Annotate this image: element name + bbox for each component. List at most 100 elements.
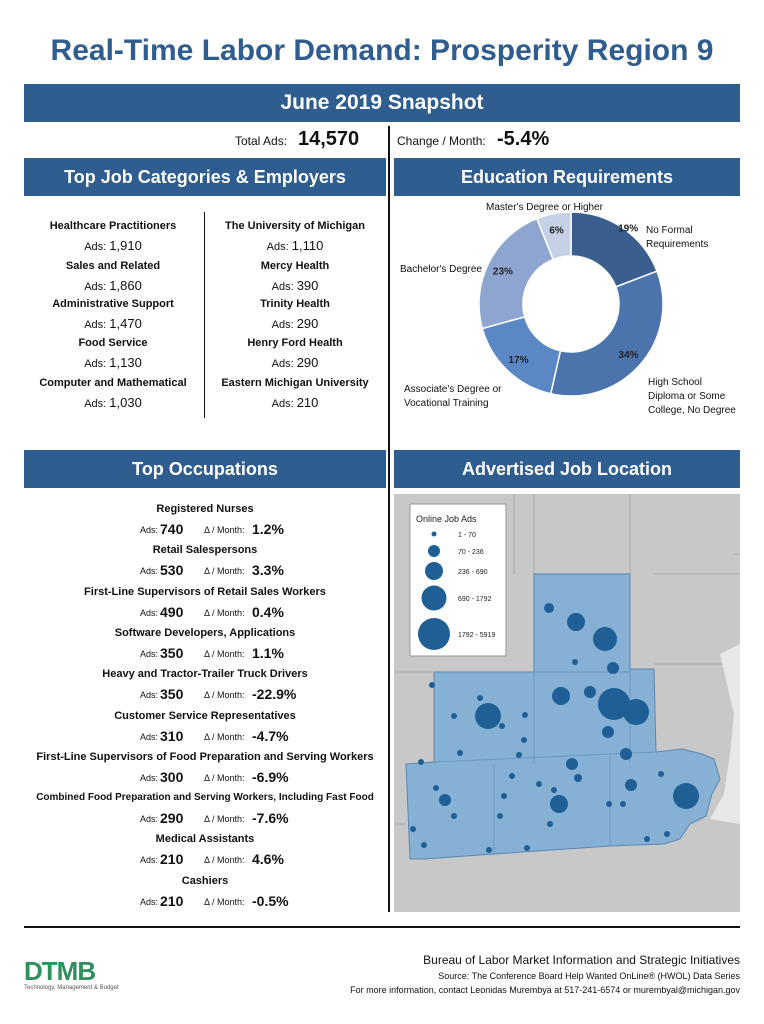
occupation-ads-value: 490	[160, 603, 184, 620]
snapshot-banner: June 2019 Snapshot	[24, 84, 740, 122]
category-divider	[204, 212, 205, 418]
job-ad-dot	[418, 759, 424, 765]
occupation-delta-label: Δ / Month:	[204, 566, 245, 577]
legend-range-label: 1 - 70	[458, 532, 476, 539]
occupation-ads-label: Ads:	[140, 896, 159, 907]
occupation-ads-value: 530	[160, 562, 184, 579]
donut-pct-label: 17%	[509, 355, 529, 366]
occupation-stats: Ads: 350 Δ / Month: 1.1%	[24, 644, 386, 664]
occupation-stats: Ads: 300 Δ / Month: -6.9%	[24, 768, 386, 788]
job-ad-dot	[429, 682, 435, 688]
job-ad-dot	[567, 613, 585, 631]
job-ad-dot	[620, 801, 626, 807]
occupation-delta-value: 1.1%	[252, 644, 284, 661]
job-ad-dot	[598, 688, 630, 720]
employer-name: Eastern Michigan University	[221, 377, 369, 389]
job-ad-dot	[516, 752, 522, 758]
occupation-ads-label: Ads:	[140, 525, 159, 535]
occupation-delta-value: 1.2%	[252, 521, 284, 537]
column-divider	[388, 126, 390, 912]
job-ad-dot	[439, 794, 451, 806]
category-ads: Ads: 1,910	[84, 238, 142, 253]
job-ad-dot	[658, 771, 664, 777]
occupation-delta-value: -7.6%	[252, 810, 289, 827]
job-ad-dot	[593, 627, 617, 651]
occupation-delta-label: Δ / Month:	[204, 896, 245, 907]
section-top-jobs: Top Job Categories & Employers	[24, 158, 386, 196]
occupation-ads-label: Ads:	[140, 772, 159, 783]
footer-source: Source: The Conference Board Help Wanted…	[438, 971, 740, 981]
job-ad-dot	[673, 783, 699, 809]
job-ad-dot	[477, 695, 483, 701]
category-name: Healthcare Practitioners	[49, 220, 177, 232]
occupation-name: First-Line Supervisors of Retail Sales W…	[84, 585, 326, 598]
total-ads-value: 14,570	[298, 128, 360, 150]
donut-pct-label: 23%	[493, 266, 513, 277]
occupation-ads-value: 310	[160, 727, 184, 744]
edu-label-masters: Master's Degree or Higher	[486, 202, 603, 213]
job-ad-dot	[509, 773, 515, 779]
legend-dot	[425, 562, 443, 580]
job-ad-dots	[410, 603, 699, 853]
edu-label-no-formal: No Formal Requirements	[646, 225, 709, 250]
occupation-delta-value: 3.3%	[252, 562, 284, 579]
edu-label-bachelors: Bachelor's Degree	[400, 264, 482, 275]
occupation-delta-value: -0.5%	[252, 892, 289, 909]
job-ad-dot	[664, 831, 670, 837]
occupation-stats: Ads: 350 Δ / Month: -22.9%	[24, 685, 386, 705]
occupation-delta-label: Δ / Month:	[204, 772, 245, 783]
occupation-delta-label: Δ / Month:	[204, 607, 245, 618]
region-area	[405, 573, 721, 860]
job-ad-dot	[550, 795, 568, 813]
occupation-delta-label: Δ / Month:	[204, 525, 245, 535]
job-ad-dot	[620, 748, 632, 760]
job-ad-dot	[602, 726, 614, 738]
occupation-ads-value: 300	[160, 768, 184, 785]
job-ad-dot	[457, 750, 463, 756]
occupation-name: Cashiers	[181, 874, 229, 887]
occupation-stats: Ads: 490 Δ / Month: 0.4%	[24, 603, 386, 623]
job-ad-dot	[421, 842, 427, 848]
employer-ads: Ads: 210	[271, 395, 319, 410]
occupation-stats: Ads: 210 Δ / Month: 4.6%	[24, 850, 386, 870]
occupation-stats: Ads: 210 Δ / Month: -0.5%	[24, 892, 386, 912]
donut-pct-label: 6%	[549, 225, 564, 236]
occupation-ads-label: Ads:	[140, 566, 159, 577]
occupation-delta-label: Δ / Month:	[204, 690, 245, 701]
change-value: -5.4%	[497, 128, 550, 150]
slice-masters	[535, 211, 572, 261]
employer-ads: Ads: 290	[271, 316, 319, 331]
job-ad-dot	[451, 813, 457, 819]
job-ad-dot	[623, 699, 649, 725]
category-ads: Ads: 1,130	[84, 355, 142, 370]
employer-name: The University of Michigan	[225, 220, 365, 232]
occupation-stats: Ads: 290 Δ / Month: -7.6%	[24, 809, 386, 829]
category-name: Administrative Support	[52, 298, 174, 310]
job-ad-dot	[475, 703, 501, 729]
category-ads: Ads: 1,470	[84, 316, 142, 331]
occupation-ads-label: Ads:	[140, 607, 159, 618]
job-ad-dot	[547, 821, 553, 827]
edu-label-associates: Associate's Degree or Vocational Trainin…	[404, 384, 502, 409]
occupation-name: Heavy and Tractor-Trailer Truck Drivers	[102, 668, 308, 681]
dtmb-logo: DTMB Technology, Management & Budget	[24, 956, 124, 991]
occupation-delta-label: Δ / Month:	[204, 814, 245, 825]
occupation-delta-value: 0.4%	[252, 603, 284, 620]
occupation-ads-label: Ads:	[140, 690, 159, 701]
job-ad-dot	[410, 826, 416, 832]
job-ad-dot	[501, 793, 507, 799]
occupation-delta-label: Δ / Month:	[204, 855, 245, 866]
job-ad-dot	[625, 779, 637, 791]
category-name: Sales and Related	[65, 260, 161, 272]
occupation-name: Retail Salespersons	[152, 544, 258, 557]
logo-subtext: Technology, Management & Budget	[24, 985, 119, 991]
occupation-ads-value: 210	[160, 892, 184, 909]
job-ad-dot	[451, 713, 457, 719]
section-top-occupations: Top Occupations	[24, 450, 386, 488]
employer-ads: Ads: 290	[271, 355, 319, 370]
logo-text: DTMB	[24, 956, 96, 986]
job-ad-dot	[522, 712, 528, 718]
employer-ads: Ads: 1,110	[266, 238, 324, 253]
legend-range-label: 690 - 1792	[458, 596, 492, 603]
occupation-ads-label: Ads:	[140, 855, 159, 866]
